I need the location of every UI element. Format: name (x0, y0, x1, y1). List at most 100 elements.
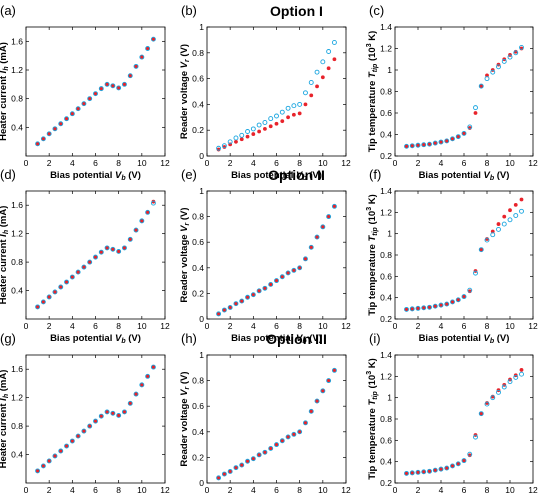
y-axis-label-symbol-g: I (0, 398, 9, 401)
y-tick-label-i-6: 1.4 (380, 350, 392, 360)
x-tick-label-e-5: 10 (318, 321, 328, 331)
x-tick-label-i-3: 6 (462, 485, 467, 495)
data-point-c-s1-9 (455, 134, 461, 140)
data-point-c-s0-2 (416, 143, 420, 148)
plot-frame-f (394, 190, 534, 320)
data-point-h-s1-17 (314, 398, 320, 404)
y-tick-label-c-4: 1 (387, 65, 392, 75)
data-point-b-s1-19 (326, 49, 332, 54)
data-point-f-s0-5 (433, 304, 438, 309)
y-tick-label-b-2: 0.4 (192, 99, 204, 109)
data-point-g-s0-20 (151, 365, 156, 369)
data-point-e-s1-15 (303, 256, 308, 262)
x-tick-label-i-0: 0 (393, 485, 398, 495)
data-point-c-s0-12 (473, 111, 478, 115)
x-tick-label-d-5: 10 (137, 321, 147, 331)
x-axis-label-symbol-e: V (296, 333, 303, 344)
data-point-e-s0-10 (274, 278, 279, 283)
x-axis-label-unit-f: (V) (494, 333, 509, 344)
data-point-i-s1-1 (409, 470, 415, 476)
data-point-h-s0-20 (332, 368, 337, 373)
x-axis-label-subscript-d: b (121, 338, 126, 345)
data-point-c-s1-3 (421, 142, 427, 148)
x-tick-label-e-4: 8 (297, 321, 302, 331)
data-point-h-s1-2 (227, 469, 233, 474)
data-point-i-s1-16 (496, 389, 501, 395)
data-point-a-s1-5 (64, 116, 69, 122)
x-axis-label-subscript-a: b (121, 175, 126, 182)
data-point-f-s1-4 (427, 304, 432, 310)
panel-letter-e: (e) (181, 167, 197, 182)
data-point-c-s1-19 (513, 50, 519, 56)
data-point-e-s0-12 (286, 271, 290, 275)
x-tick-label-g-1: 2 (47, 485, 52, 495)
data-point-a-s0-19 (145, 46, 150, 51)
data-point-g-s0-17 (134, 392, 138, 397)
x-axis-label-f: Bias potential Vb (V) (419, 333, 510, 345)
data-point-b-s1-14 (297, 101, 303, 107)
data-point-h-s1-11 (279, 438, 285, 444)
data-point-f-s0-8 (450, 300, 455, 304)
data-point-h-s1-6 (250, 456, 256, 462)
data-point-f-s0-9 (456, 297, 461, 302)
x-axis-label-unit-e: (V) (307, 333, 322, 344)
data-point-c-s1-2 (415, 142, 421, 148)
data-point-a-s0-3 (53, 126, 57, 131)
data-point-d-s1-11 (98, 249, 104, 255)
data-point-g-s1-11 (98, 413, 104, 419)
data-point-h-s1-12 (285, 434, 291, 440)
x-tick-label-f-2: 4 (439, 321, 444, 331)
data-point-b-s0-19 (326, 66, 331, 71)
panel-b: (b) Option I 0 2 4 6 8 10 12 0 0.2 0.4 0.6 0.8 1 Bias p… (179, 3, 351, 182)
x-tick-label-b-3: 6 (274, 158, 279, 168)
data-point-b-s0-6 (251, 132, 256, 136)
data-point-a-s1-1 (40, 136, 46, 142)
data-point-f-s1-12 (473, 270, 478, 276)
data-point-b-s0-17 (315, 84, 319, 89)
data-point-e-s0-19 (326, 214, 331, 219)
data-point-c-s1-20 (519, 44, 524, 50)
y-axis-label-subscript-e: r (184, 221, 191, 225)
y-axis-label-b: Reader voltage Vr (V) (179, 44, 191, 139)
data-point-d-s1-14 (116, 248, 122, 254)
data-point-h-s1-4 (239, 462, 245, 468)
y-axis-label-e: Reader voltage Vr (V) (179, 207, 191, 302)
data-point-d-s0-2 (47, 295, 52, 299)
data-point-g-s1-20 (150, 364, 156, 370)
y-tick-label-c-0: 0.2 (380, 151, 392, 161)
data-point-b-s1-3 (233, 135, 239, 141)
data-point-g-s1-10 (93, 418, 98, 424)
x-axis-label-text-c: Bias potential (419, 170, 484, 181)
data-point-h-s0-16 (309, 409, 314, 414)
data-point-e-s0-16 (309, 245, 314, 250)
data-point-b-s1-9 (268, 116, 274, 122)
x-tick-label-d-3: 6 (93, 321, 98, 331)
x-axis-label-subscript-f: b (490, 338, 495, 345)
data-point-f-s0-13 (479, 247, 484, 252)
y-axis-label-text-a: Heater current (0, 73, 9, 141)
y-tick-label-b-5: 1 (199, 22, 204, 32)
data-point-b-s0-3 (234, 139, 238, 144)
data-point-h-s1-20 (331, 367, 337, 373)
data-point-c-s1-4 (427, 141, 432, 147)
data-point-f-s1-6 (438, 302, 444, 308)
y-tick-label-a-3: 1.6 (11, 36, 23, 46)
data-point-i-s1-2 (415, 469, 421, 475)
data-point-g-s0-2 (47, 459, 52, 463)
data-point-a-s1-7 (75, 106, 81, 112)
data-point-d-s0-20 (151, 199, 156, 204)
data-point-d-s0-18 (139, 218, 144, 223)
data-point-e-s0-5 (245, 295, 250, 300)
y-axis-label-unit-f: K) (367, 194, 378, 207)
plot-frame-c (394, 26, 534, 157)
data-point-a-s1-10 (93, 91, 98, 97)
x-tick-label-e-2: 4 (251, 321, 256, 331)
plot-frame-i (394, 354, 534, 484)
data-point-f-s0-7 (444, 302, 449, 306)
y-tick-label-c-6: 1.4 (380, 22, 392, 32)
x-tick-label-f-0: 0 (393, 321, 398, 331)
data-point-i-s1-9 (455, 461, 461, 467)
y-tick-label-b-0: 0 (199, 151, 204, 161)
data-point-d-s1-20 (150, 200, 156, 206)
y-axis-label-symbol-e: V (179, 225, 190, 232)
